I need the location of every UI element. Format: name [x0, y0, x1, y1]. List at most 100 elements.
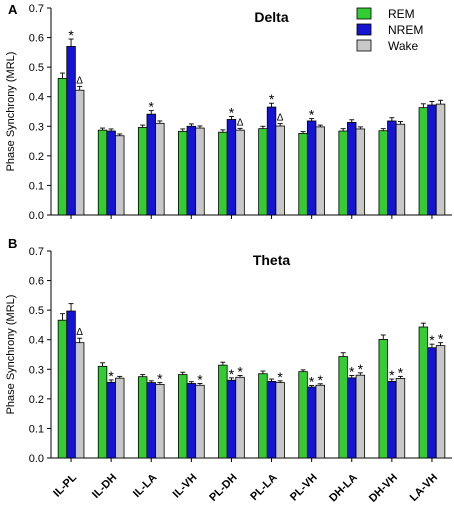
significance-delta: Δ: [76, 75, 83, 86]
bar-rem-il-pl: [57, 77, 68, 216]
x-tick-label: LA-VH: [408, 472, 440, 504]
bar-wake-pl-vh: [315, 126, 325, 216]
y-tick-label: 0.4: [29, 335, 44, 347]
y-axis-label: Phase Synchrony (MRL): [5, 295, 17, 415]
y-tick-label: 0.6: [29, 33, 44, 45]
bar-rem-il-la: [137, 127, 148, 216]
bar-rem-il-vh: [178, 130, 188, 216]
bar-rem-il-dh: [97, 129, 108, 216]
significance-star: *: [398, 364, 404, 380]
bar-rem-pl-vh: [298, 371, 308, 459]
x-tick-label: PL-LA: [248, 472, 279, 503]
significance-star: *: [358, 361, 364, 377]
significance-star: *: [309, 374, 315, 390]
y-tick-label: 0.1: [29, 423, 44, 435]
bar-wake-il-dh: [115, 135, 125, 216]
bar-rem-il-vh: [178, 374, 188, 459]
bar-wake-dh-vh: [395, 378, 406, 459]
bar-rem-dh-vh: [378, 130, 388, 216]
x-tick-label: DH-LA: [327, 472, 360, 505]
legend-label-nrem: NREM: [388, 23, 423, 37]
y-tick-label: 0.2: [29, 151, 44, 163]
y-tick-label: 0.0: [29, 210, 44, 222]
bar-nrem-il-dh: [106, 381, 116, 459]
legend-swatch-wake: [356, 39, 372, 52]
y-tick-label: 0.3: [29, 364, 44, 376]
y-tick-label: 0.3: [29, 121, 44, 133]
bar-wake-la-vh: [435, 103, 446, 216]
bar-rem-dh-la: [338, 356, 348, 459]
bar-nrem-la-vh: [427, 347, 437, 459]
significance-star: *: [309, 107, 315, 123]
y-tick-label: 0.7: [29, 3, 44, 15]
legend-swatch-rem: [356, 7, 372, 20]
bar-wake-il-vh: [195, 384, 205, 459]
chart-panel-a: A Delta 0.0 0.1 0.2 0.3 0.4 0.5 0.6 0.7 Phase Sync…: [5, 2, 452, 222]
legend-label-wake: Wake: [388, 39, 419, 53]
bar-wake-dh-la: [355, 374, 366, 459]
bar-nrem-il-pl: [66, 46, 76, 216]
significance-star: *: [68, 27, 74, 43]
bar-wake-il-vh: [195, 127, 205, 216]
x-tick-label: PL-DH: [207, 472, 239, 504]
significance-delta: Δ: [76, 327, 83, 338]
y-tick-label: 0.7: [29, 246, 44, 258]
significance-star: *: [389, 367, 395, 383]
significance-star: *: [237, 363, 243, 379]
bar-rem-pl-vh: [298, 132, 308, 216]
y-axis-label: Phase Synchrony (MRL): [5, 52, 17, 172]
chart-panel-b: B Theta 0.0 0.1 0.2 0.3 0.4 0.5 0.6 0.7 Phase Sync…: [5, 236, 452, 505]
x-tick-label: IL-VH: [171, 472, 200, 501]
y-tick-label: 0.6: [29, 276, 44, 288]
bar-wake-pl-la: [275, 382, 285, 459]
legend-label-rem: REM: [388, 7, 415, 21]
significance-star: *: [108, 368, 114, 384]
bar-nrem-dh-vh: [387, 381, 397, 459]
bar-rem-pl-la: [258, 373, 268, 459]
chart-title: Delta: [254, 9, 288, 25]
bar-wake-il-pl: [74, 342, 85, 459]
bar-nrem-dh-vh: [387, 120, 397, 216]
significance-star: *: [429, 332, 435, 348]
bar-wake-pl-dh: [235, 129, 245, 216]
bar-rem-il-dh: [97, 365, 108, 459]
y-tick-label: 0.5: [29, 305, 44, 317]
bar-rem-la-vh: [418, 107, 429, 216]
y-tick-label: 0.2: [29, 394, 44, 406]
bar-rem-la-vh: [418, 326, 429, 459]
x-tick-label: PL-VH: [288, 472, 320, 504]
bar-nrem-pl-vh: [306, 386, 317, 459]
bar-wake-pl-la: [275, 125, 285, 216]
bar-wake-pl-vh: [315, 384, 325, 459]
bar-rem-dh-la: [338, 130, 348, 216]
bar-nrem-dh-la: [347, 377, 357, 459]
bar-nrem-il-dh: [106, 130, 116, 216]
bar-nrem-pl-dh: [226, 379, 237, 459]
significance-star: *: [349, 363, 355, 379]
chart-title: Theta: [253, 252, 291, 268]
significance-delta: Δ: [237, 117, 244, 128]
y-tick-label: 0.0: [29, 453, 44, 465]
bar-wake-il-la: [155, 383, 165, 459]
bar-wake-dh-vh: [395, 123, 406, 216]
y-tick-label: 0.1: [29, 180, 44, 192]
significance-star: *: [229, 366, 235, 382]
bar-rem-pl-la: [258, 128, 268, 216]
legend-swatch-nrem: [356, 23, 372, 36]
significance-star: *: [438, 331, 444, 347]
bar-rem-il-la: [137, 376, 148, 459]
bar-nrem-la-vh: [427, 104, 437, 216]
significance-star: *: [197, 371, 203, 387]
bar-nrem-il-la: [146, 113, 156, 216]
bar-wake-il-dh: [115, 377, 125, 459]
bar-nrem-pl-la: [266, 106, 277, 216]
significance-star: *: [318, 372, 324, 388]
bar-wake-dh-la: [355, 128, 366, 216]
bar-nrem-pl-dh: [226, 119, 237, 216]
y-tick-label: 0.4: [29, 92, 44, 104]
bar-rem-pl-dh: [218, 364, 228, 459]
bar-nrem-il-vh: [186, 125, 197, 216]
significance-star: *: [149, 99, 155, 115]
bar-nrem-il-vh: [186, 383, 197, 459]
